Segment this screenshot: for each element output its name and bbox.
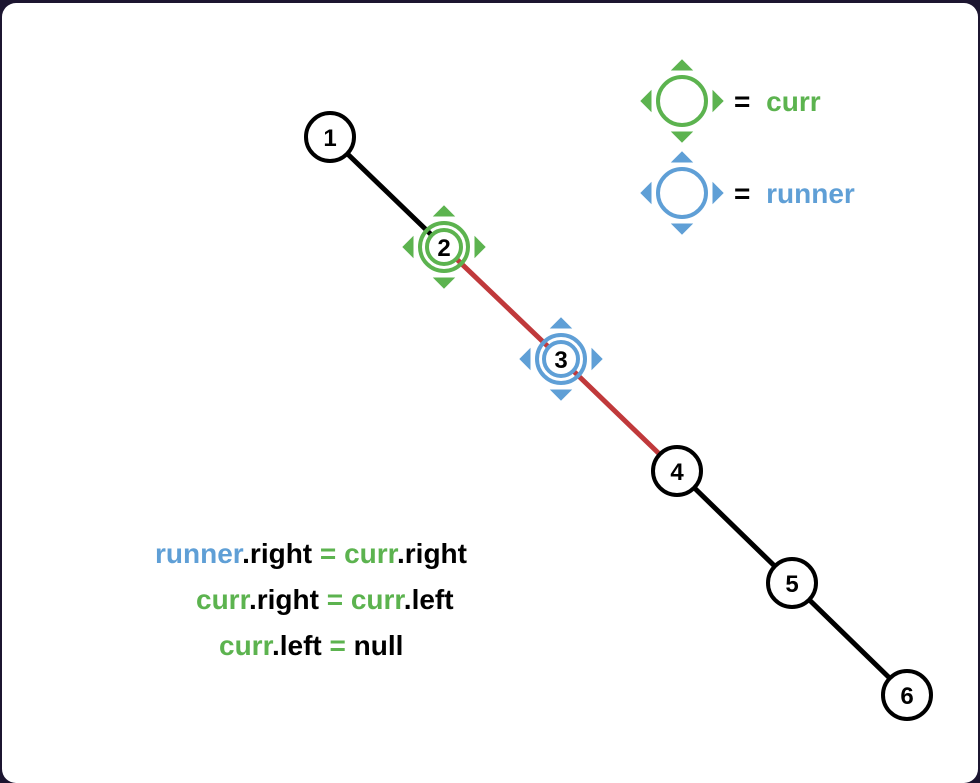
svg-text:= runner: = runner (734, 178, 855, 209)
node-3-label: 3 (554, 347, 567, 374)
tree-node-3: 3 (518, 316, 604, 402)
tree-node-1: 1 (304, 111, 356, 163)
svg-text:= curr: = curr (734, 86, 821, 117)
tree-node-2: 2 (401, 204, 487, 290)
code-line-2: curr.right = curr.left (196, 584, 454, 615)
tree-node-4: 4 (651, 445, 703, 497)
node-2-label: 2 (437, 235, 450, 262)
edge-1-2 (328, 135, 446, 249)
legend-curr-label: curr (766, 86, 821, 117)
tree-node-6: 6 (881, 669, 933, 721)
legend: = curr = runner (639, 58, 855, 236)
tree-edges (328, 135, 909, 697)
runner-legend-icon (639, 150, 725, 236)
code-line-1: runner.right = curr.right (155, 538, 467, 569)
edge-2-3 (442, 245, 563, 361)
edge-4-5 (675, 469, 794, 585)
code-block: runner.right = curr.right curr.right = c… (155, 538, 467, 661)
legend-runner-label: runner (766, 178, 855, 209)
edge-3-4 (559, 357, 679, 473)
curr-legend-icon (639, 58, 725, 144)
node-6-label: 6 (900, 683, 913, 710)
edge-5-6 (790, 581, 909, 697)
node-4-label: 4 (670, 459, 684, 486)
legend-curr-equals: = (734, 86, 750, 117)
code-line-3: curr.left = null (219, 630, 403, 661)
node-1-label: 1 (323, 125, 336, 152)
legend-runner-equals: = (734, 178, 750, 209)
tree-node-5: 5 (766, 557, 818, 609)
diagram-frame (2, 3, 978, 783)
node-5-label: 5 (785, 571, 798, 598)
